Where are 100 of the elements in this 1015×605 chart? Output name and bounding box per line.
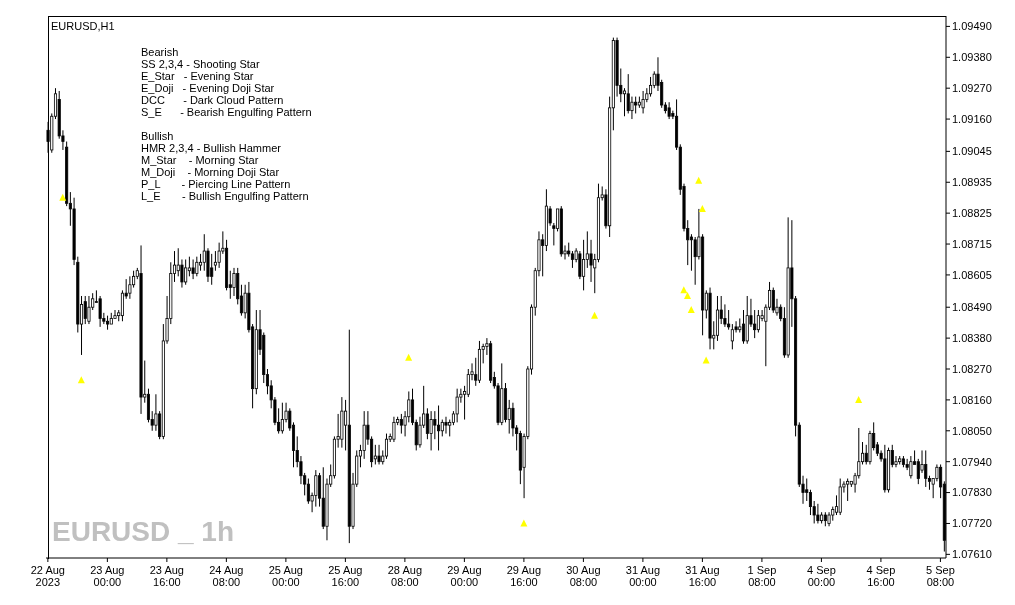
annotation: DCC - Dark Cloud Pattern xyxy=(141,94,285,106)
candlestick xyxy=(667,101,671,120)
annotation: E_Doji - Evening Doji Star xyxy=(141,82,276,94)
y-tick-label: 1.08715 xyxy=(952,237,992,250)
point xyxy=(695,176,703,184)
annotation: SS 2,3,4 - Shooting Star xyxy=(141,58,261,70)
candlestick xyxy=(340,396,344,449)
candlestick xyxy=(641,90,645,114)
x-tick-label: 31 Aug 00:00 xyxy=(625,564,661,588)
candlestick xyxy=(503,382,508,423)
x-tick-label: 24 Aug 08:00 xyxy=(209,564,244,588)
candlestick xyxy=(924,449,928,488)
annotation: S_E - Bearish Engulfing Pattern xyxy=(141,106,312,118)
x-tick-label: 28 Aug 08:00 xyxy=(387,564,423,588)
candlestick xyxy=(630,96,634,120)
x-tick-label: 4 Sep 00:00 xyxy=(807,564,836,588)
x-tick-label: 5 Sep 08:00 xyxy=(926,564,955,588)
point xyxy=(684,291,692,299)
candlestick xyxy=(392,416,396,443)
candlestick xyxy=(314,469,318,508)
candlestick xyxy=(567,242,571,258)
y-tick-label: 1.08380 xyxy=(952,332,992,345)
point xyxy=(698,204,706,212)
y-tick-label: 1.09045 xyxy=(952,145,992,158)
y-tick-label: 1.08825 xyxy=(952,207,992,220)
candlestick xyxy=(649,76,653,98)
point xyxy=(855,395,863,403)
y-tick-label: 1.07940 xyxy=(952,455,992,468)
candlestick xyxy=(693,236,697,286)
candlestick xyxy=(756,309,760,333)
candlestick xyxy=(489,340,493,384)
candlestick xyxy=(708,287,712,350)
y-tick-label: 1.08490 xyxy=(952,301,992,314)
candlestick xyxy=(745,295,749,345)
candlestick xyxy=(846,478,850,502)
x-tick-label: 25 Aug 00:00 xyxy=(268,564,304,588)
y-tick-label: 1.08270 xyxy=(952,362,992,375)
candlestick xyxy=(477,340,481,384)
candlestick xyxy=(637,96,641,109)
candlestick xyxy=(377,444,381,465)
candlestick xyxy=(786,216,790,359)
candlestick xyxy=(838,478,842,516)
x-tick-label: 25 Aug 16:00 xyxy=(328,564,363,588)
candlestick xyxy=(106,315,110,331)
candlestick xyxy=(500,362,504,426)
candlestick xyxy=(87,295,91,325)
annotation: Bearish xyxy=(141,46,180,58)
annotation: HMR 2,3,4 - Bullish Hammer xyxy=(141,142,282,154)
point xyxy=(702,356,710,364)
y-tick-label: 1.09270 xyxy=(952,82,992,95)
y-tick-label: 1.08160 xyxy=(952,393,992,406)
x-tick-label: 1 Sep 08:00 xyxy=(747,564,777,588)
annotation: EURUSD _ 1h xyxy=(52,516,235,548)
y-tick-label: 1.08605 xyxy=(952,268,992,281)
candlestick xyxy=(741,309,746,345)
chart-title: EURUSD,H1 xyxy=(51,20,115,32)
y-tick-label: 1.09160 xyxy=(952,112,992,125)
annotation: Bullish xyxy=(141,130,175,142)
y-tick-label: 1.07830 xyxy=(952,486,992,499)
point xyxy=(591,311,599,319)
y-tick-label: 1.07610 xyxy=(952,548,992,561)
candlestick xyxy=(347,329,351,544)
candlestick xyxy=(455,388,459,423)
candlestick xyxy=(280,402,284,435)
candlestick xyxy=(254,309,258,395)
candlestick xyxy=(120,289,124,322)
y-tick-label: 1.08935 xyxy=(952,176,992,189)
annotation: E_Star - Evening Star xyxy=(141,70,255,82)
candlestick xyxy=(816,503,820,524)
x-tick-label: 23 Aug 16:00 xyxy=(149,564,184,588)
x-tick-label: 30 Aug 08:00 xyxy=(566,564,601,588)
y-tick-label: 1.08050 xyxy=(952,424,992,437)
candlestick xyxy=(544,188,548,252)
candlestick xyxy=(191,258,195,280)
x-tick-label: 23 Aug 00:00 xyxy=(90,564,125,588)
candlestick xyxy=(883,444,887,494)
annotation: P_L - Piercing Line Pattern xyxy=(141,178,292,190)
candlestick xyxy=(827,511,831,527)
candlestick xyxy=(808,489,812,516)
annotation: L_E - Bullish Engulfing Pattern xyxy=(141,190,310,202)
candlestick xyxy=(582,239,586,291)
x-tick-label: 31 Aug 16:00 xyxy=(685,564,720,588)
x-tick-label: 29 Aug 16:00 xyxy=(506,564,542,588)
point xyxy=(405,353,413,361)
x-tick-label: 4 Sep 16:00 xyxy=(866,564,896,588)
candlestick xyxy=(399,413,403,435)
candlestick xyxy=(139,244,143,415)
candlestick xyxy=(570,250,574,269)
y-tick-label: 1.09490 xyxy=(952,20,992,33)
candlestick xyxy=(715,295,719,342)
point xyxy=(687,306,695,314)
candlestick xyxy=(199,253,203,272)
x-tick-label: 22 Aug 2023 xyxy=(30,564,65,588)
candlestick xyxy=(444,416,448,435)
candlestick xyxy=(429,410,433,451)
candlestick xyxy=(128,275,132,300)
candlestick xyxy=(184,258,188,286)
candlestick xyxy=(634,96,638,114)
x-tick-label: 29 Aug 00:00 xyxy=(447,564,482,588)
annotation: M_Star - Morning Star xyxy=(141,154,260,166)
